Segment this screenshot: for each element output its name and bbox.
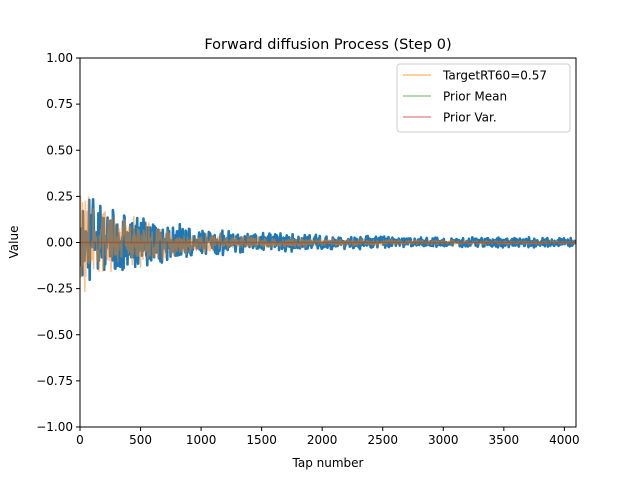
y-tick-label: −0.75: [36, 374, 73, 388]
y-tick-label: −1.00: [36, 420, 73, 434]
y-tick-label: 0.00: [46, 236, 73, 250]
legend-label: TargetRT60=0.57: [442, 69, 547, 83]
x-tick-label: 2000: [307, 433, 338, 447]
y-tick-label: 0.75: [46, 97, 73, 111]
legend-label: Prior Mean: [443, 90, 507, 104]
y-tick-label: 0.25: [46, 189, 73, 203]
y-axis-label: Value: [7, 226, 21, 259]
x-tick-label: 1000: [186, 433, 217, 447]
x-tick-label: 4000: [549, 433, 580, 447]
x-tick-label: 0: [76, 433, 84, 447]
y-tick-label: −0.25: [36, 282, 73, 296]
x-tick-label: 2500: [367, 433, 398, 447]
x-tick-label: 1500: [246, 433, 277, 447]
x-tick-label: 500: [129, 433, 152, 447]
plot-area: [80, 195, 576, 293]
x-tick-label: 3000: [428, 433, 459, 447]
chart-title: Forward diffusion Process (Step 0): [204, 37, 451, 53]
y-tick-label: 1.00: [46, 51, 73, 65]
x-axis: 0 500 1000 1500 2000 2500 3000 3500 4000: [76, 427, 580, 447]
x-axis-label: Tap number: [292, 456, 364, 470]
legend: TargetRT60=0.57 Prior Mean Prior Var.: [396, 63, 571, 133]
legend-label: Prior Var.: [443, 111, 497, 125]
y-axis: −1.00 −0.75 −0.50 −0.25 0.00 0.25 0.50 0.75 1.00: [36, 51, 80, 434]
legend-box: [396, 63, 571, 133]
y-tick-label: −0.50: [36, 328, 73, 342]
x-tick-label: 3500: [489, 433, 520, 447]
y-tick-label: 0.50: [46, 143, 73, 157]
